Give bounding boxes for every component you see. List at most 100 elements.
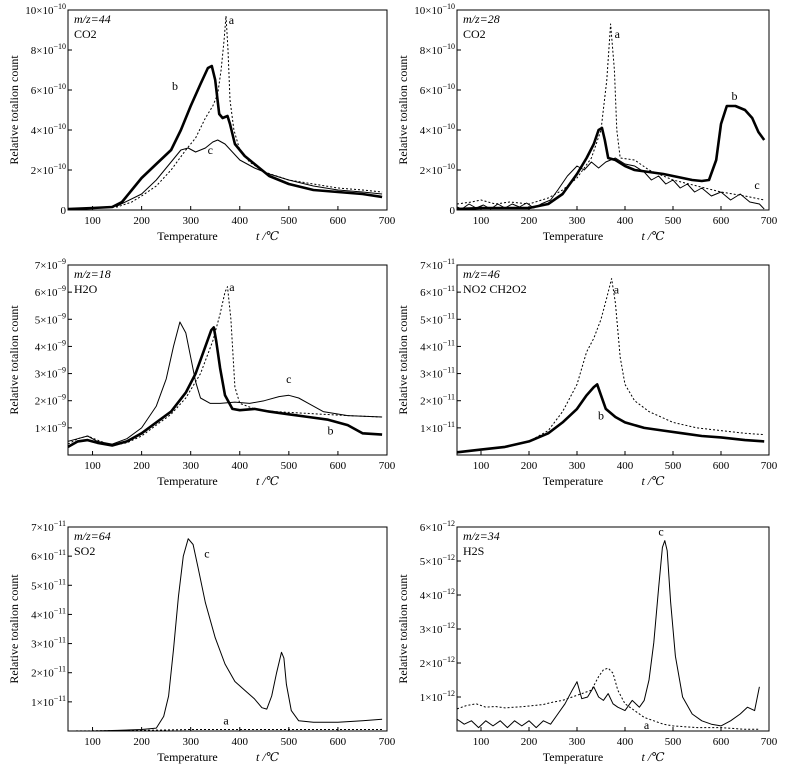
series-line-c <box>456 157 765 210</box>
x-tick-label: 400 <box>617 460 634 472</box>
x-tick-label: 500 <box>665 215 682 227</box>
x-axis-unit: t /℃ <box>256 229 280 243</box>
y-tick-label: 2×10−10 <box>420 162 455 177</box>
series-line-c <box>456 540 760 729</box>
mz-annotation: m/z=28 <box>463 12 500 26</box>
x-tick-label: 600 <box>330 460 347 472</box>
x-axis-label: Temperature <box>543 474 603 488</box>
y-tick-label: 3×10−11 <box>420 366 455 381</box>
series-label-c: c <box>658 525 663 539</box>
mz-annotation: m/z=46 <box>463 267 500 281</box>
y-axis-label: Relative totalion count <box>7 305 21 415</box>
x-axis-unit: t /℃ <box>641 229 665 243</box>
series-line-a <box>456 667 760 730</box>
x-tick-label: 600 <box>330 736 347 748</box>
series-line-a <box>456 23 765 205</box>
x-tick-label: 100 <box>473 736 490 748</box>
y-tick-label: 4×10−12 <box>420 587 455 602</box>
plot-frame <box>67 526 388 732</box>
series-label-b: b <box>328 424 334 438</box>
series-line-a <box>67 15 383 210</box>
x-tick-label: 200 <box>133 215 150 227</box>
plot-frame <box>456 264 770 456</box>
x-tick-label: 200 <box>521 460 538 472</box>
x-tick-label: 400 <box>232 215 249 227</box>
x-axis-unit: t /℃ <box>641 474 665 488</box>
y-tick-label: 6×10−10 <box>420 82 455 97</box>
x-tick-label: 600 <box>330 215 347 227</box>
chart-panel-4: 100 200 300 400 500 600 700 1×10−11 2×10−11 3×10−… <box>396 257 778 488</box>
series-line-a <box>456 278 765 453</box>
y-tick-label: 6×10−11 <box>420 284 455 299</box>
y-tick-label: 4×10−10 <box>420 122 455 137</box>
x-tick-label: 700 <box>761 736 778 748</box>
x-tick-label: 700 <box>379 736 396 748</box>
x-axis-unit: t /℃ <box>256 750 280 764</box>
mz-annotation: m/z=34 <box>463 529 500 543</box>
series-line-b <box>67 64 383 211</box>
y-tick-label: 5×10−9 <box>35 311 66 326</box>
x-tick-label: 400 <box>617 215 634 227</box>
x-axis-label: Temperature <box>543 750 603 764</box>
x-tick-label: 300 <box>182 460 199 472</box>
y-tick-label: 4×10−11 <box>420 338 455 353</box>
y-axis-label: Relative totalion count <box>396 55 410 165</box>
plot-frame <box>456 9 770 211</box>
y-tick-label: 2×10−11 <box>420 393 455 408</box>
x-tick-label: 200 <box>521 736 538 748</box>
y-tick-label: 7×10−11 <box>420 257 455 272</box>
plot-frame <box>456 526 770 732</box>
chart-panel-3: 100 200 300 400 500 600 700 1×10−9 2×10−9 3×10−9 4… <box>7 257 396 488</box>
species-annotation: CO2 <box>74 27 97 41</box>
y-tick-label: 0 <box>61 205 67 217</box>
x-tick-label: 400 <box>617 736 634 748</box>
series-line-c <box>67 321 383 445</box>
y-axis-label: Relative totalion count <box>7 574 21 684</box>
y-tick-label: 7×10−9 <box>35 257 66 272</box>
x-tick-label: 300 <box>569 736 586 748</box>
x-axis-label: Temperature <box>157 229 217 243</box>
series-label-a: a <box>614 283 620 297</box>
x-tick-label: 700 <box>379 215 396 227</box>
x-tick-label: 600 <box>713 736 730 748</box>
series-label-a: a <box>615 27 621 41</box>
mz-annotation: m/z=44 <box>74 12 111 26</box>
series-label-c: c <box>754 178 759 192</box>
y-tick-label: 4×10−10 <box>31 122 66 137</box>
x-axis-unit: t /℃ <box>256 474 280 488</box>
y-tick-label: 1×10−11 <box>420 420 455 435</box>
series-label-c: c <box>208 143 213 157</box>
x-tick-label: 200 <box>133 460 150 472</box>
series-label-c: c <box>286 372 291 386</box>
x-axis-label: Temperature <box>157 474 217 488</box>
series-label-a: a <box>229 13 235 27</box>
series-line-c <box>68 538 383 732</box>
plot-frame <box>67 264 388 456</box>
x-tick-label: 300 <box>569 215 586 227</box>
species-annotation: CO2 <box>463 27 486 41</box>
y-tick-label: 4×10−11 <box>31 606 66 621</box>
series-line-c <box>67 139 383 210</box>
x-tick-label: 100 <box>473 215 490 227</box>
chart-panel-1: 100 200 300 400 500 600 700 0 2×10−10 4×10−10 6×10… <box>7 2 396 243</box>
y-tick-label: 10×10−10 <box>25 2 66 17</box>
x-tick-label: 500 <box>281 460 298 472</box>
series-label-a: a <box>644 718 650 732</box>
species-annotation: SO2 <box>74 544 95 558</box>
y-tick-label: 5×10−11 <box>420 311 455 326</box>
series-label-c: c <box>204 547 209 561</box>
y-tick-label: 1×10−12 <box>420 689 455 704</box>
series-line-b <box>456 383 765 454</box>
x-tick-label: 100 <box>84 736 101 748</box>
y-tick-label: 1×10−9 <box>35 420 66 435</box>
y-tick-label: 2×10−11 <box>31 665 66 680</box>
x-tick-label: 300 <box>182 215 199 227</box>
y-tick-label: 1×10−11 <box>31 694 66 709</box>
y-tick-label: 2×10−10 <box>31 162 66 177</box>
x-tick-label: 100 <box>84 215 101 227</box>
y-tick-label: 3×10−11 <box>31 636 66 651</box>
y-tick-label: 3×10−9 <box>35 366 66 381</box>
x-tick-label: 100 <box>84 460 101 472</box>
species-annotation: H2O <box>74 282 98 296</box>
x-axis-unit: t /℃ <box>641 750 665 764</box>
